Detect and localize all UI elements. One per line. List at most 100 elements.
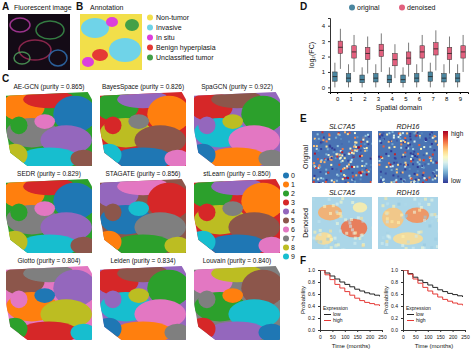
tick: 7 <box>431 92 435 102</box>
expression-spot <box>402 132 404 134</box>
expression-spot <box>413 181 415 183</box>
legend-swatch <box>147 35 153 41</box>
legend-swatch <box>283 200 289 206</box>
expression-spot <box>435 137 437 139</box>
expression-spot <box>380 156 382 158</box>
expression-spot <box>324 166 326 168</box>
expression-spot <box>386 234 389 237</box>
expression-spot <box>361 220 364 223</box>
annotation-region <box>92 49 108 61</box>
expression-spot <box>326 146 328 148</box>
panel-a: AFluorescent image <box>2 1 72 70</box>
box <box>360 75 365 83</box>
expression-map <box>378 197 438 249</box>
expression-spot <box>406 132 408 134</box>
expression-spot <box>348 153 350 155</box>
expression-spot <box>404 203 407 206</box>
expression-spot <box>423 247 426 249</box>
expression-spot <box>342 178 344 180</box>
axis-title: Probability <box>300 286 306 314</box>
expression-spot <box>344 218 347 221</box>
expression-spot <box>354 137 356 139</box>
expression-spot <box>410 152 412 154</box>
cluster-region <box>190 231 216 253</box>
expression-spot <box>319 171 321 173</box>
expression-patch <box>318 205 342 221</box>
expression-spot <box>343 154 345 156</box>
expression-spot <box>347 160 349 162</box>
median <box>428 76 433 77</box>
expression-spot <box>430 213 433 216</box>
expression-spot <box>433 149 435 151</box>
expression-spot <box>384 197 387 200</box>
expression-spot <box>361 155 363 157</box>
expression-spot <box>434 238 437 241</box>
expression-spot <box>380 171 382 173</box>
tick: 200 <box>449 330 458 340</box>
cluster-region <box>113 148 173 170</box>
legend-swatch <box>324 314 331 315</box>
tick-label: 4 <box>322 23 326 29</box>
expression-spot <box>425 139 427 141</box>
axis-line <box>331 93 469 95</box>
expression-spot <box>340 170 342 172</box>
tick: 2 <box>322 54 330 60</box>
tick-label: 0.0 <box>391 327 398 333</box>
tick: 1.0 <box>391 267 403 273</box>
expression-spot <box>403 179 405 181</box>
expression-spot <box>432 137 434 139</box>
expression-spot <box>380 181 382 183</box>
tissue-structure <box>10 18 30 32</box>
median <box>360 79 365 80</box>
expression-spot <box>339 229 342 232</box>
expression-spot <box>385 172 387 174</box>
expression-spot <box>366 169 368 171</box>
expression-spot <box>389 164 391 166</box>
median <box>420 51 425 52</box>
cluster-region <box>96 318 122 340</box>
panel-label: C <box>2 73 9 84</box>
expression-spot <box>382 138 384 140</box>
expression-spot <box>429 133 431 135</box>
expression-spot <box>335 210 338 213</box>
expression-spot <box>411 155 413 157</box>
expression-spot <box>393 135 395 137</box>
tick: 0.4 <box>391 303 403 309</box>
expression-spot <box>381 204 384 207</box>
expression-spot <box>313 177 315 179</box>
expression-spot <box>341 154 343 156</box>
expression-spot <box>379 160 381 162</box>
tick-label: 200 <box>366 334 375 340</box>
expression-spot <box>326 179 328 181</box>
expression-spot <box>402 235 405 238</box>
expression-spot <box>392 131 394 133</box>
tick-label: 250 <box>378 334 387 340</box>
tick-label: 9 <box>459 96 463 102</box>
expression-spot <box>392 205 395 208</box>
expression-spot <box>400 147 402 149</box>
cluster-region <box>165 324 191 342</box>
legend-swatch <box>407 320 414 321</box>
tick: 0.8 <box>391 279 403 285</box>
y-axis: 01234 <box>322 19 331 93</box>
expression-spot <box>419 159 421 161</box>
expression-spot <box>321 183 323 184</box>
expression-spot <box>410 177 412 179</box>
expression-spot <box>418 202 421 205</box>
expression-spot <box>339 134 341 136</box>
expression-spot <box>381 159 383 161</box>
tick-label: 3 <box>377 96 381 102</box>
tick-mark <box>345 330 346 332</box>
expression-spot <box>345 181 347 183</box>
expression-spot <box>364 146 366 148</box>
expression-spot <box>410 160 412 162</box>
expression-spot <box>358 146 360 148</box>
cluster-region <box>207 235 267 257</box>
expression-spot <box>354 132 356 134</box>
expression-spot <box>367 134 369 136</box>
expression-spot <box>393 181 395 183</box>
expression-spot <box>348 153 350 155</box>
expression-spot <box>368 169 370 171</box>
expression-spot <box>321 141 323 143</box>
expression-spot <box>372 226 373 229</box>
